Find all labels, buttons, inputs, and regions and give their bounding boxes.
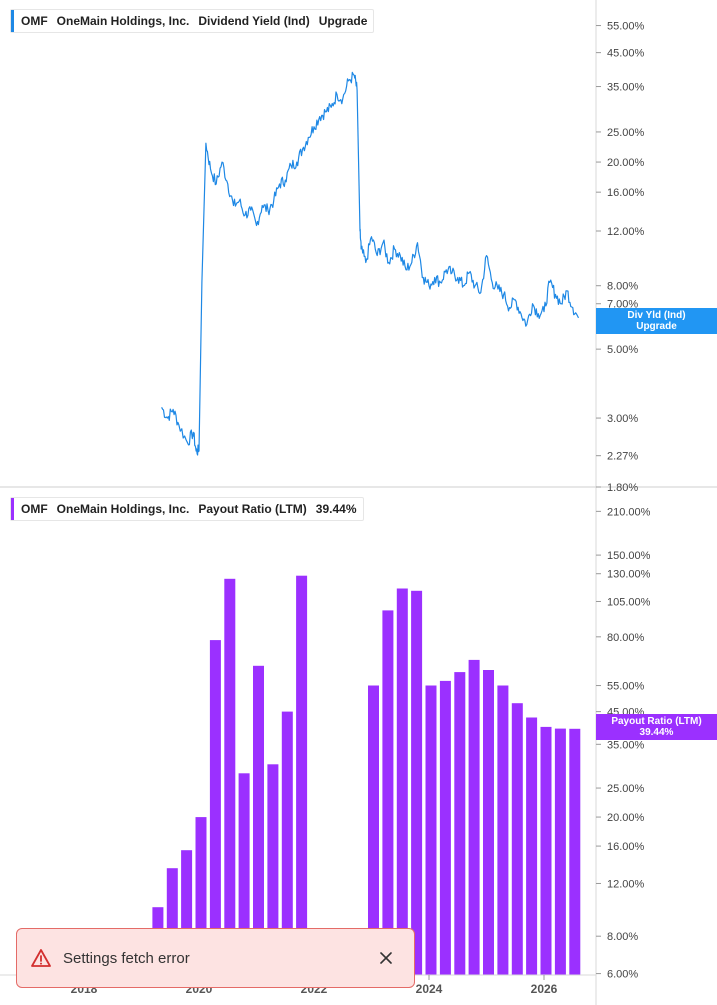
payout-ratio-tag-label: Payout Ratio (LTM) — [611, 716, 702, 727]
bottom-y-tick-label: 150.00% — [607, 550, 651, 562]
payout-ratio-bar — [382, 610, 394, 975]
top-y-tick-label: 7.00% — [607, 299, 638, 311]
bottom-y-tick-label: 105.00% — [607, 596, 651, 608]
top-y-tick-label: 2.27% — [607, 451, 638, 463]
payout-ratio-bar — [296, 575, 308, 975]
bottom-y-tick-label: 6.00% — [607, 969, 638, 981]
top-legend-company: OneMain Holdings, Inc. — [56, 14, 190, 28]
top-y-tick-label: 45.00% — [607, 48, 645, 60]
payout-ratio-bar — [554, 728, 566, 975]
x-tick-label: 2024 — [416, 982, 443, 996]
payout-ratio-bar — [238, 773, 250, 975]
top-legend-metric: Dividend Yield (Ind) — [198, 14, 310, 28]
bottom-y-tick-label: 12.00% — [607, 878, 645, 890]
top-y-tick-label: 3.00% — [607, 413, 638, 425]
x-tick-label: 2026 — [531, 982, 558, 996]
top-y-tick-label: 55.00% — [607, 21, 645, 33]
payout-ratio-bar — [267, 764, 279, 975]
payout-ratio-bar — [540, 726, 552, 975]
bottom-legend-color-bar — [11, 498, 14, 520]
payout-ratio-price-tag: Payout Ratio (LTM) 39.44% — [596, 714, 717, 740]
dividend-yield-price-tag: Div Yld (Ind) Upgrade — [596, 308, 717, 334]
payout-ratio-bar — [209, 640, 221, 975]
payout-ratio-bar — [368, 685, 379, 975]
bottom-y-tick-label: 210.00% — [607, 506, 651, 518]
payout-ratio-bar — [253, 665, 264, 975]
bottom-legend: OMF OneMain Holdings, Inc. Payout Ratio … — [10, 497, 364, 521]
top-y-tick-label: 12.00% — [607, 226, 645, 238]
top-legend-upgrade-link[interactable]: Upgrade — [318, 14, 368, 28]
top-y-tick-label: 8.00% — [607, 281, 638, 293]
bottom-y-tick-label: 55.00% — [607, 681, 645, 693]
bottom-y-tick-label: 16.00% — [607, 841, 645, 853]
dividend-yield-line — [161, 71, 580, 456]
payout-ratio-bar — [511, 703, 523, 975]
bottom-y-tick-label: 20.00% — [607, 812, 645, 824]
bottom-y-tick-label: 35.00% — [607, 739, 645, 751]
top-y-tick-label: 20.00% — [607, 157, 645, 169]
payout-ratio-bar — [468, 659, 480, 975]
error-toast: Settings fetch error — [16, 928, 415, 988]
dividend-yield-tag-label: Div Yld (Ind) — [627, 310, 686, 321]
warning-icon — [31, 949, 51, 967]
payout-ratio-bar — [224, 578, 236, 975]
payout-ratio-bar — [425, 685, 437, 975]
payout-ratio-bar — [195, 817, 207, 975]
bottom-y-tick-label: 130.00% — [607, 569, 651, 581]
close-icon[interactable] — [376, 948, 396, 968]
payout-ratio-bar — [281, 711, 293, 975]
bottom-y-tick-label: 25.00% — [607, 783, 645, 795]
payout-ratio-bar — [497, 685, 509, 975]
payout-ratio-bar — [181, 850, 193, 975]
bottom-y-tick-label: 80.00% — [607, 632, 645, 644]
top-y-tick-label: 25.00% — [607, 127, 645, 139]
toast-message: Settings fetch error — [63, 949, 190, 967]
payout-ratio-bar — [526, 717, 538, 975]
payout-ratio-bar — [411, 590, 423, 975]
top-legend-color-bar — [11, 10, 14, 32]
bottom-legend-metric: Payout Ratio (LTM) — [198, 502, 307, 516]
payout-ratio-bar — [483, 670, 494, 975]
dividend-yield-tag-value[interactable]: Upgrade — [636, 321, 677, 332]
top-legend: OMF OneMain Holdings, Inc. Dividend Yiel… — [10, 9, 375, 33]
bottom-y-tick-label: 8.00% — [607, 931, 638, 943]
payout-ratio-bar — [396, 588, 408, 975]
bottom-legend-value: 39.44% — [315, 502, 357, 516]
top-y-tick-label: 1.80% — [607, 482, 638, 494]
top-legend-ticker: OMF — [21, 14, 48, 28]
payout-ratio-bar — [454, 672, 466, 975]
payout-ratio-bar — [569, 728, 581, 975]
bottom-legend-ticker: OMF — [21, 502, 48, 516]
payout-ratio-tag-value: 39.44% — [639, 727, 674, 738]
bottom-legend-company: OneMain Holdings, Inc. — [56, 502, 190, 516]
payout-ratio-bar — [166, 868, 178, 975]
payout-ratio-bar — [439, 680, 451, 975]
top-y-tick-label: 35.00% — [607, 82, 645, 94]
top-y-tick-label: 16.00% — [607, 187, 645, 199]
top-y-tick-label: 5.00% — [607, 344, 638, 356]
